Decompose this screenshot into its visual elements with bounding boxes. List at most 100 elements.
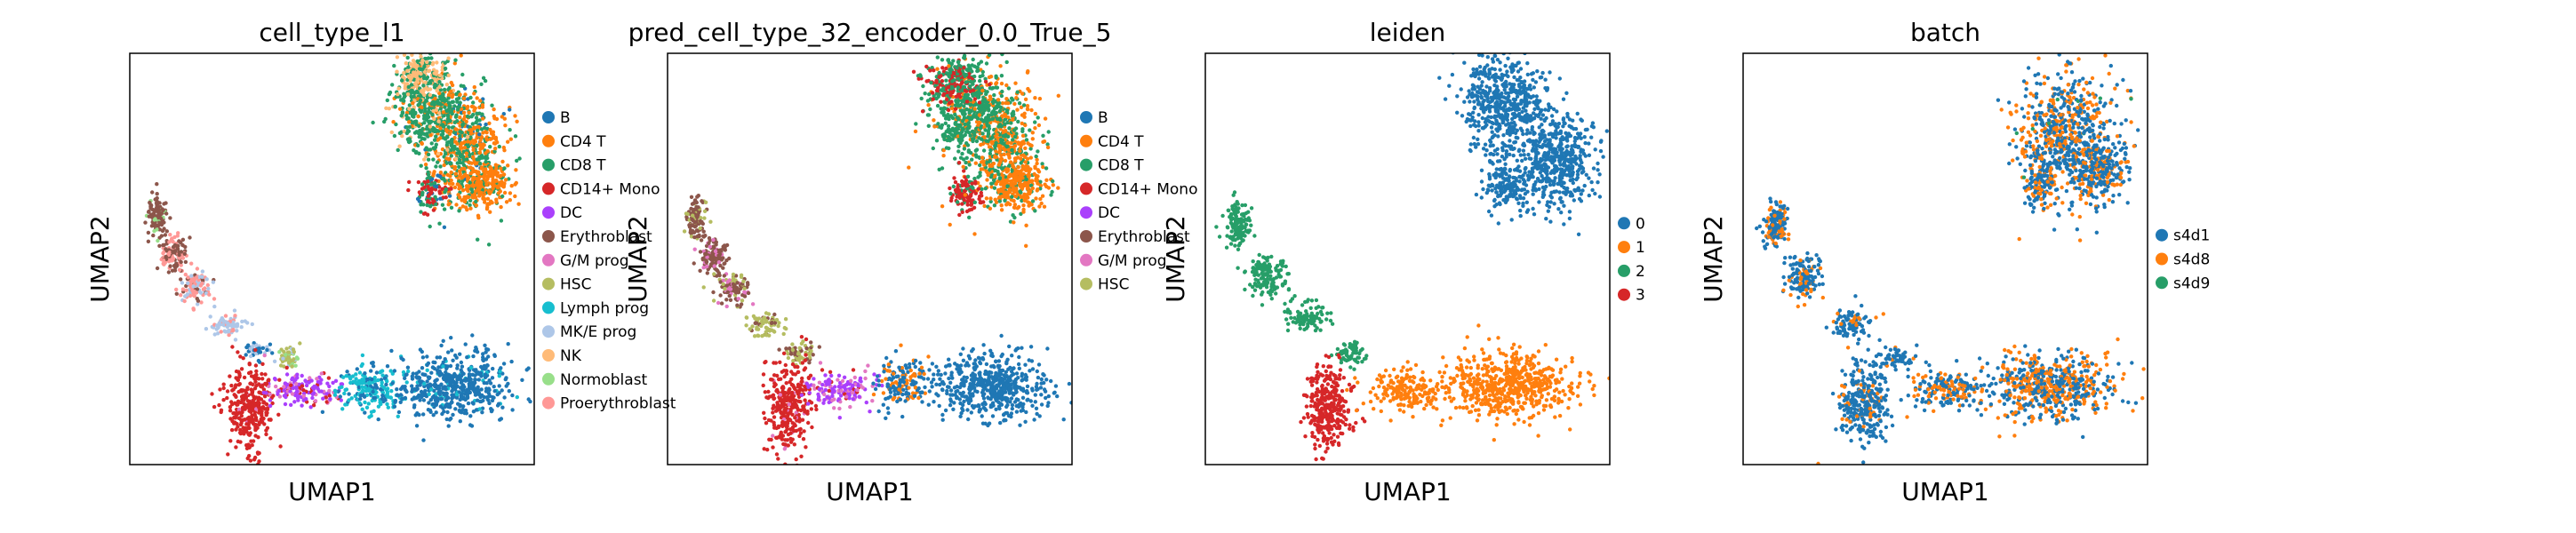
data-point [186, 281, 190, 285]
data-point [415, 91, 420, 95]
data-point [425, 49, 428, 52]
data-point [155, 192, 159, 196]
data-point [444, 187, 448, 192]
data-point [1020, 198, 1024, 203]
data-point [441, 364, 445, 369]
data-point [985, 178, 989, 182]
data-point [451, 358, 455, 362]
data-point [960, 151, 964, 156]
data-point [517, 156, 522, 161]
data-point [940, 204, 945, 209]
data-point [997, 199, 1003, 203]
data-point [436, 160, 440, 164]
data-point [1038, 183, 1044, 188]
data-point [463, 342, 468, 346]
data-point [415, 384, 420, 388]
data-point [179, 293, 183, 298]
data-point [936, 85, 940, 91]
data-point [455, 161, 460, 165]
data-point [226, 452, 230, 457]
data-point [449, 129, 453, 133]
data-point [180, 237, 186, 242]
data-point [252, 402, 258, 406]
data-point [1020, 195, 1025, 199]
data-point [286, 386, 291, 390]
data-point [402, 53, 407, 58]
data-point [1012, 134, 1018, 139]
data-point [932, 68, 936, 73]
data-point [447, 373, 452, 378]
data-point [1040, 162, 1044, 166]
data-point [484, 138, 490, 142]
data-point [999, 208, 1004, 212]
data-point [954, 94, 959, 99]
data-point [967, 163, 972, 167]
data-point [172, 251, 177, 255]
data-point [455, 366, 460, 370]
data-point [394, 122, 398, 127]
data-point [964, 99, 970, 104]
data-point [192, 294, 196, 298]
data-point [453, 171, 458, 176]
data-point [446, 395, 451, 401]
data-point [984, 91, 988, 97]
data-point [422, 157, 427, 162]
data-point [939, 74, 943, 78]
data-point [247, 362, 252, 367]
data-point [280, 354, 284, 358]
data-point [260, 346, 266, 350]
data-point [260, 362, 265, 366]
data-point [400, 78, 404, 83]
data-point [452, 373, 456, 378]
data-point [1007, 155, 1012, 160]
data-point [1019, 211, 1023, 216]
data-point [1028, 89, 1032, 93]
data-point [256, 358, 261, 363]
data-point [411, 101, 415, 106]
data-point [452, 130, 456, 135]
data-point [491, 130, 496, 134]
data-point [988, 196, 993, 201]
data-point [219, 330, 223, 334]
data-point [470, 122, 475, 126]
data-point [1007, 126, 1012, 131]
data-point [385, 364, 390, 369]
data-point [419, 71, 423, 76]
data-point [236, 425, 240, 429]
data-point [510, 408, 515, 412]
data-point [457, 408, 461, 413]
data-point [473, 390, 477, 394]
data-point [426, 194, 431, 198]
data-point [480, 406, 485, 410]
data-point [161, 259, 166, 263]
data-point [1037, 96, 1043, 101]
data-point [196, 298, 201, 303]
data-point [986, 131, 991, 136]
data-point [388, 395, 393, 400]
data-point [977, 113, 982, 117]
data-point [967, 110, 972, 115]
data-point [479, 166, 484, 171]
data-point [412, 70, 416, 75]
data-point [248, 458, 253, 463]
data-point [1024, 138, 1029, 142]
data-point [935, 55, 940, 60]
data-point [247, 445, 252, 450]
data-point [492, 149, 497, 154]
data-point [412, 395, 417, 400]
data-point [369, 413, 373, 418]
data-point [695, 195, 700, 199]
data-point [499, 219, 504, 223]
data-point [454, 113, 459, 117]
data-point [1050, 189, 1054, 195]
data-point [244, 391, 249, 395]
data-point [248, 354, 253, 359]
data-point [484, 366, 488, 370]
data-point [236, 407, 242, 412]
data-point [420, 182, 425, 187]
data-point [398, 393, 404, 397]
data-point [1025, 156, 1030, 161]
data-point [253, 423, 258, 427]
data-point [925, 113, 931, 117]
data-point [238, 354, 243, 359]
